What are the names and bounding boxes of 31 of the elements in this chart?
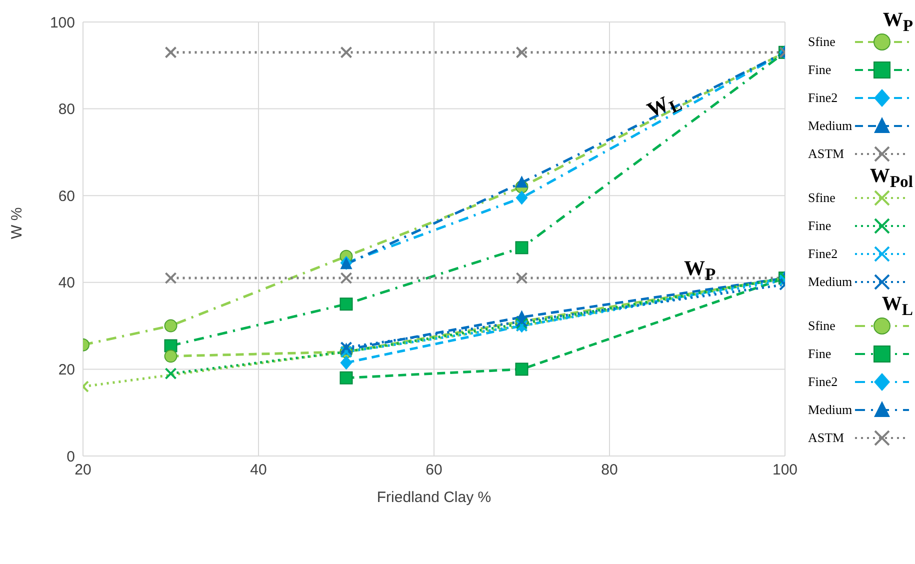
y-tick-label: 80 <box>58 101 75 118</box>
legend-label: Medium <box>808 118 854 134</box>
x-tick-label: 80 <box>601 462 618 479</box>
x-tick-label: 100 <box>772 462 798 479</box>
x-tick-label: 40 <box>250 462 267 479</box>
x-tick-label: 60 <box>426 462 442 479</box>
y-tick-label: 100 <box>50 14 75 32</box>
y-tick-label: 20 <box>58 362 75 379</box>
y-tick-label: 0 <box>66 448 75 466</box>
legend-label: Fine2 <box>808 374 839 390</box>
text: W$_{P}$ <box>882 9 913 35</box>
x-tick-label: 20 <box>74 462 92 479</box>
legend-label: Medium <box>808 402 854 418</box>
legend-label: Fine <box>808 346 832 362</box>
annotation: W$_{P}$ <box>684 256 716 286</box>
y-axis-title: W % <box>8 207 26 239</box>
legend-label: Fine <box>808 62 832 78</box>
legend-label: Sfine <box>808 34 836 50</box>
x-axis-title: Friedland Clay % <box>376 489 492 506</box>
legend-label: Sfine <box>808 190 836 206</box>
legend-label: ASTM <box>808 430 846 446</box>
y-tick-label: 60 <box>58 188 75 205</box>
legend-label: Fine <box>808 218 832 234</box>
legend-label: Medium <box>808 274 854 290</box>
legend-label: Sfine <box>808 318 836 334</box>
legend-label: ASTM <box>808 146 846 162</box>
text: W$_{Pol}$ <box>868 165 913 191</box>
legend-label: Fine2 <box>808 90 839 106</box>
legend-label: Fine2 <box>808 246 839 262</box>
text: W$_{L}$ <box>880 293 913 319</box>
y-tick-label: 40 <box>58 274 75 292</box>
